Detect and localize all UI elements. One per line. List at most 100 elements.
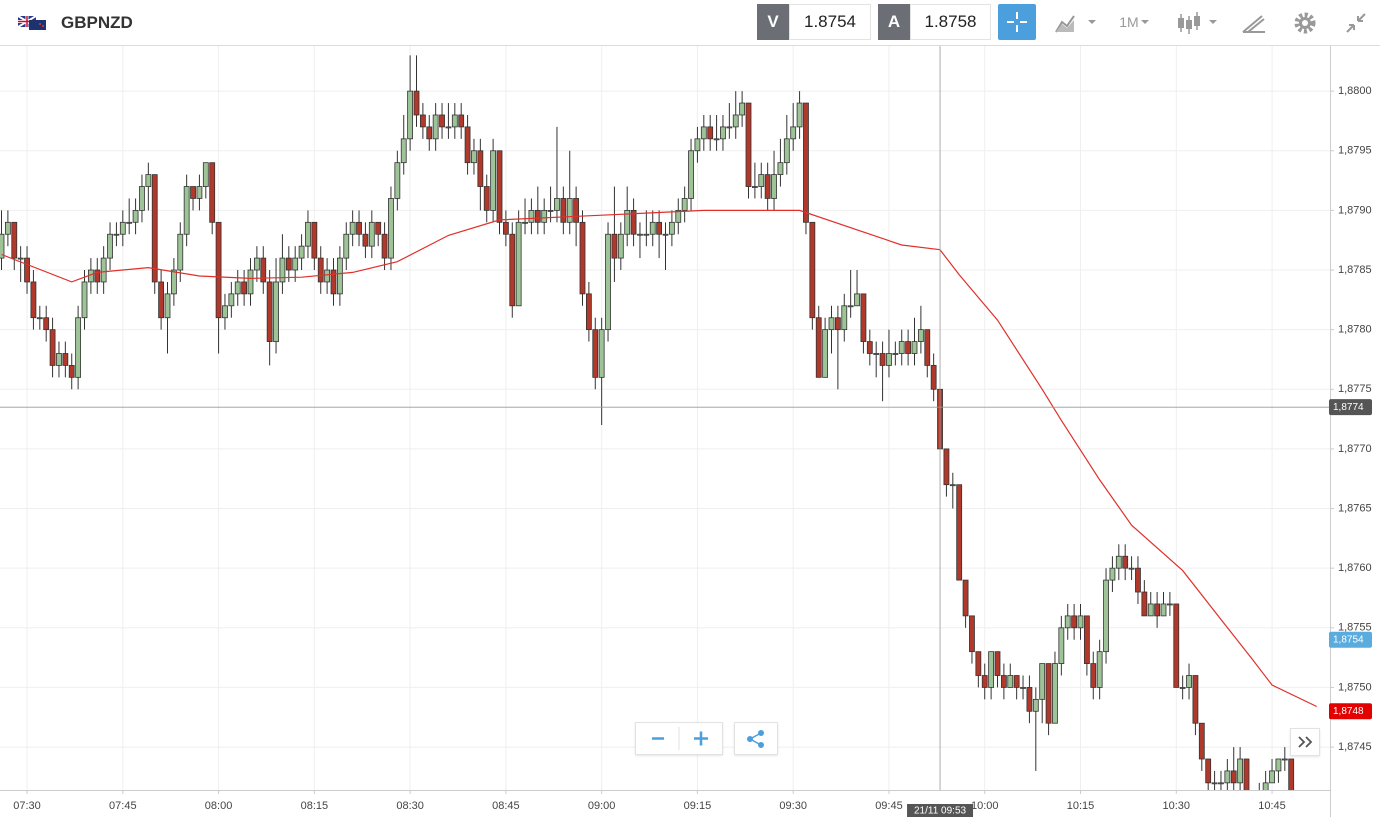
- y-tick-label: 1,8750: [1338, 681, 1372, 693]
- candle-body: [522, 221, 528, 224]
- crosshair-button[interactable]: [998, 4, 1036, 40]
- candle-body: [796, 102, 803, 128]
- x-tick-label: 10:15: [1067, 800, 1095, 812]
- candle-body: [68, 365, 75, 378]
- ask-price[interactable]: 1.8758: [910, 4, 991, 40]
- candle-body: [1275, 758, 1282, 772]
- candle-body: [1224, 770, 1231, 784]
- candle-body: [100, 257, 107, 283]
- candle-body: [764, 174, 771, 199]
- price-marker: [1329, 703, 1372, 720]
- candle-body: [1026, 687, 1033, 712]
- candle-body: [1020, 687, 1026, 689]
- candle-body: [458, 114, 465, 128]
- candle-body: [611, 233, 618, 259]
- candle-body: [579, 221, 586, 295]
- candle-body: [81, 281, 88, 319]
- candle-body: [375, 221, 382, 235]
- candle-body: [1250, 807, 1255, 808]
- x-tick-label: 08:30: [396, 800, 424, 812]
- candle-body: [758, 174, 765, 187]
- axes: 1,8745 1,8750 1,8755 1,8760 1,8765 1,8770 1,87…: [0, 46, 1372, 817]
- price-marker: [1329, 631, 1372, 648]
- candle-body: [860, 293, 867, 342]
- candle-body: [969, 615, 975, 653]
- candle-body: [688, 150, 694, 199]
- candle-body: [317, 257, 324, 283]
- candle-body: [234, 281, 241, 295]
- chart: 1,8745 1,8750 1,8755 1,8760 1,8765 1,8770 1,87…: [0, 46, 1372, 817]
- candle-body: [119, 221, 126, 235]
- candle-body: [573, 198, 580, 223]
- candle-body: [668, 221, 675, 235]
- candle-body: [886, 353, 892, 366]
- draw-button[interactable]: [1240, 10, 1268, 36]
- candle-body: [368, 221, 375, 247]
- x-tick-label: 09:45: [875, 800, 903, 812]
- candle-body: [879, 353, 886, 366]
- candle-body: [783, 138, 790, 164]
- candles-button[interactable]: [1175, 10, 1225, 36]
- candle-body: [483, 186, 490, 211]
- x-tick-label: 10:45: [1258, 800, 1286, 812]
- candle-body: [158, 281, 165, 319]
- flag-icon: [18, 16, 46, 30]
- candle-body: [349, 221, 356, 235]
- timeframe-button[interactable]: 1M: [1110, 4, 1160, 40]
- candle-body: [854, 293, 860, 307]
- candle-body: [11, 221, 18, 259]
- candle-body: [822, 329, 829, 378]
- zoom-buttons[interactable]: [636, 723, 722, 754]
- candle-body: [643, 233, 650, 236]
- candle-body: [841, 305, 848, 331]
- collapse-button[interactable]: [1343, 10, 1369, 36]
- candle-body: [1205, 758, 1212, 784]
- candle-body: [1077, 615, 1084, 629]
- share-button[interactable]: [734, 722, 778, 755]
- candle-body: [94, 269, 101, 283]
- candle-body: [247, 269, 254, 295]
- candle-body: [260, 257, 267, 283]
- candle-body: [381, 233, 388, 259]
- candle-body: [1007, 675, 1014, 688]
- candle-body: [477, 150, 484, 187]
- candle-body: [394, 162, 401, 199]
- candle-body: [675, 209, 682, 223]
- header: GBPNZD V 1.8754 A 1.8758 1M: [0, 0, 1380, 46]
- candle-body: [649, 221, 656, 235]
- candle-body: [605, 233, 611, 331]
- candle-body: [151, 174, 158, 283]
- candle-body: [988, 651, 995, 688]
- candle-body: [1032, 698, 1039, 712]
- candle-body: [419, 114, 426, 128]
- zoom-group: [635, 722, 723, 755]
- candle-body: [739, 102, 746, 116]
- candle-body: [809, 221, 816, 319]
- candle-body: [464, 126, 471, 164]
- candle-body: [866, 341, 873, 354]
- scroll-right-button[interactable]: [1290, 728, 1320, 756]
- ask-label[interactable]: A: [878, 4, 910, 40]
- candle-body: [356, 221, 362, 235]
- moving-average-line: [1, 209, 1317, 708]
- candle-body: [183, 186, 190, 235]
- candle-body: [751, 186, 758, 188]
- chart-type-button[interactable]: [1052, 10, 1102, 36]
- candle-body: [962, 579, 969, 617]
- candle-body: [981, 675, 988, 688]
- settings-button[interactable]: [1292, 10, 1318, 36]
- y-tick-label: 1,8785: [1338, 264, 1372, 276]
- candle-body: [956, 484, 963, 581]
- timeframe: 1M: [1119, 14, 1139, 30]
- candle-body: [547, 209, 554, 212]
- candle-body: [898, 341, 905, 354]
- bid-label[interactable]: V: [757, 4, 789, 40]
- bid-price[interactable]: 1.8754: [789, 4, 871, 40]
- candle-body: [1122, 555, 1129, 569]
- crosshair-time-label: 21/11 09:53: [914, 806, 967, 817]
- x-tick-label: 09:00: [588, 800, 616, 812]
- candle-body: [164, 293, 171, 319]
- candle-body: [126, 221, 133, 224]
- candle-body: [1128, 567, 1135, 570]
- candle-body: [949, 484, 956, 487]
